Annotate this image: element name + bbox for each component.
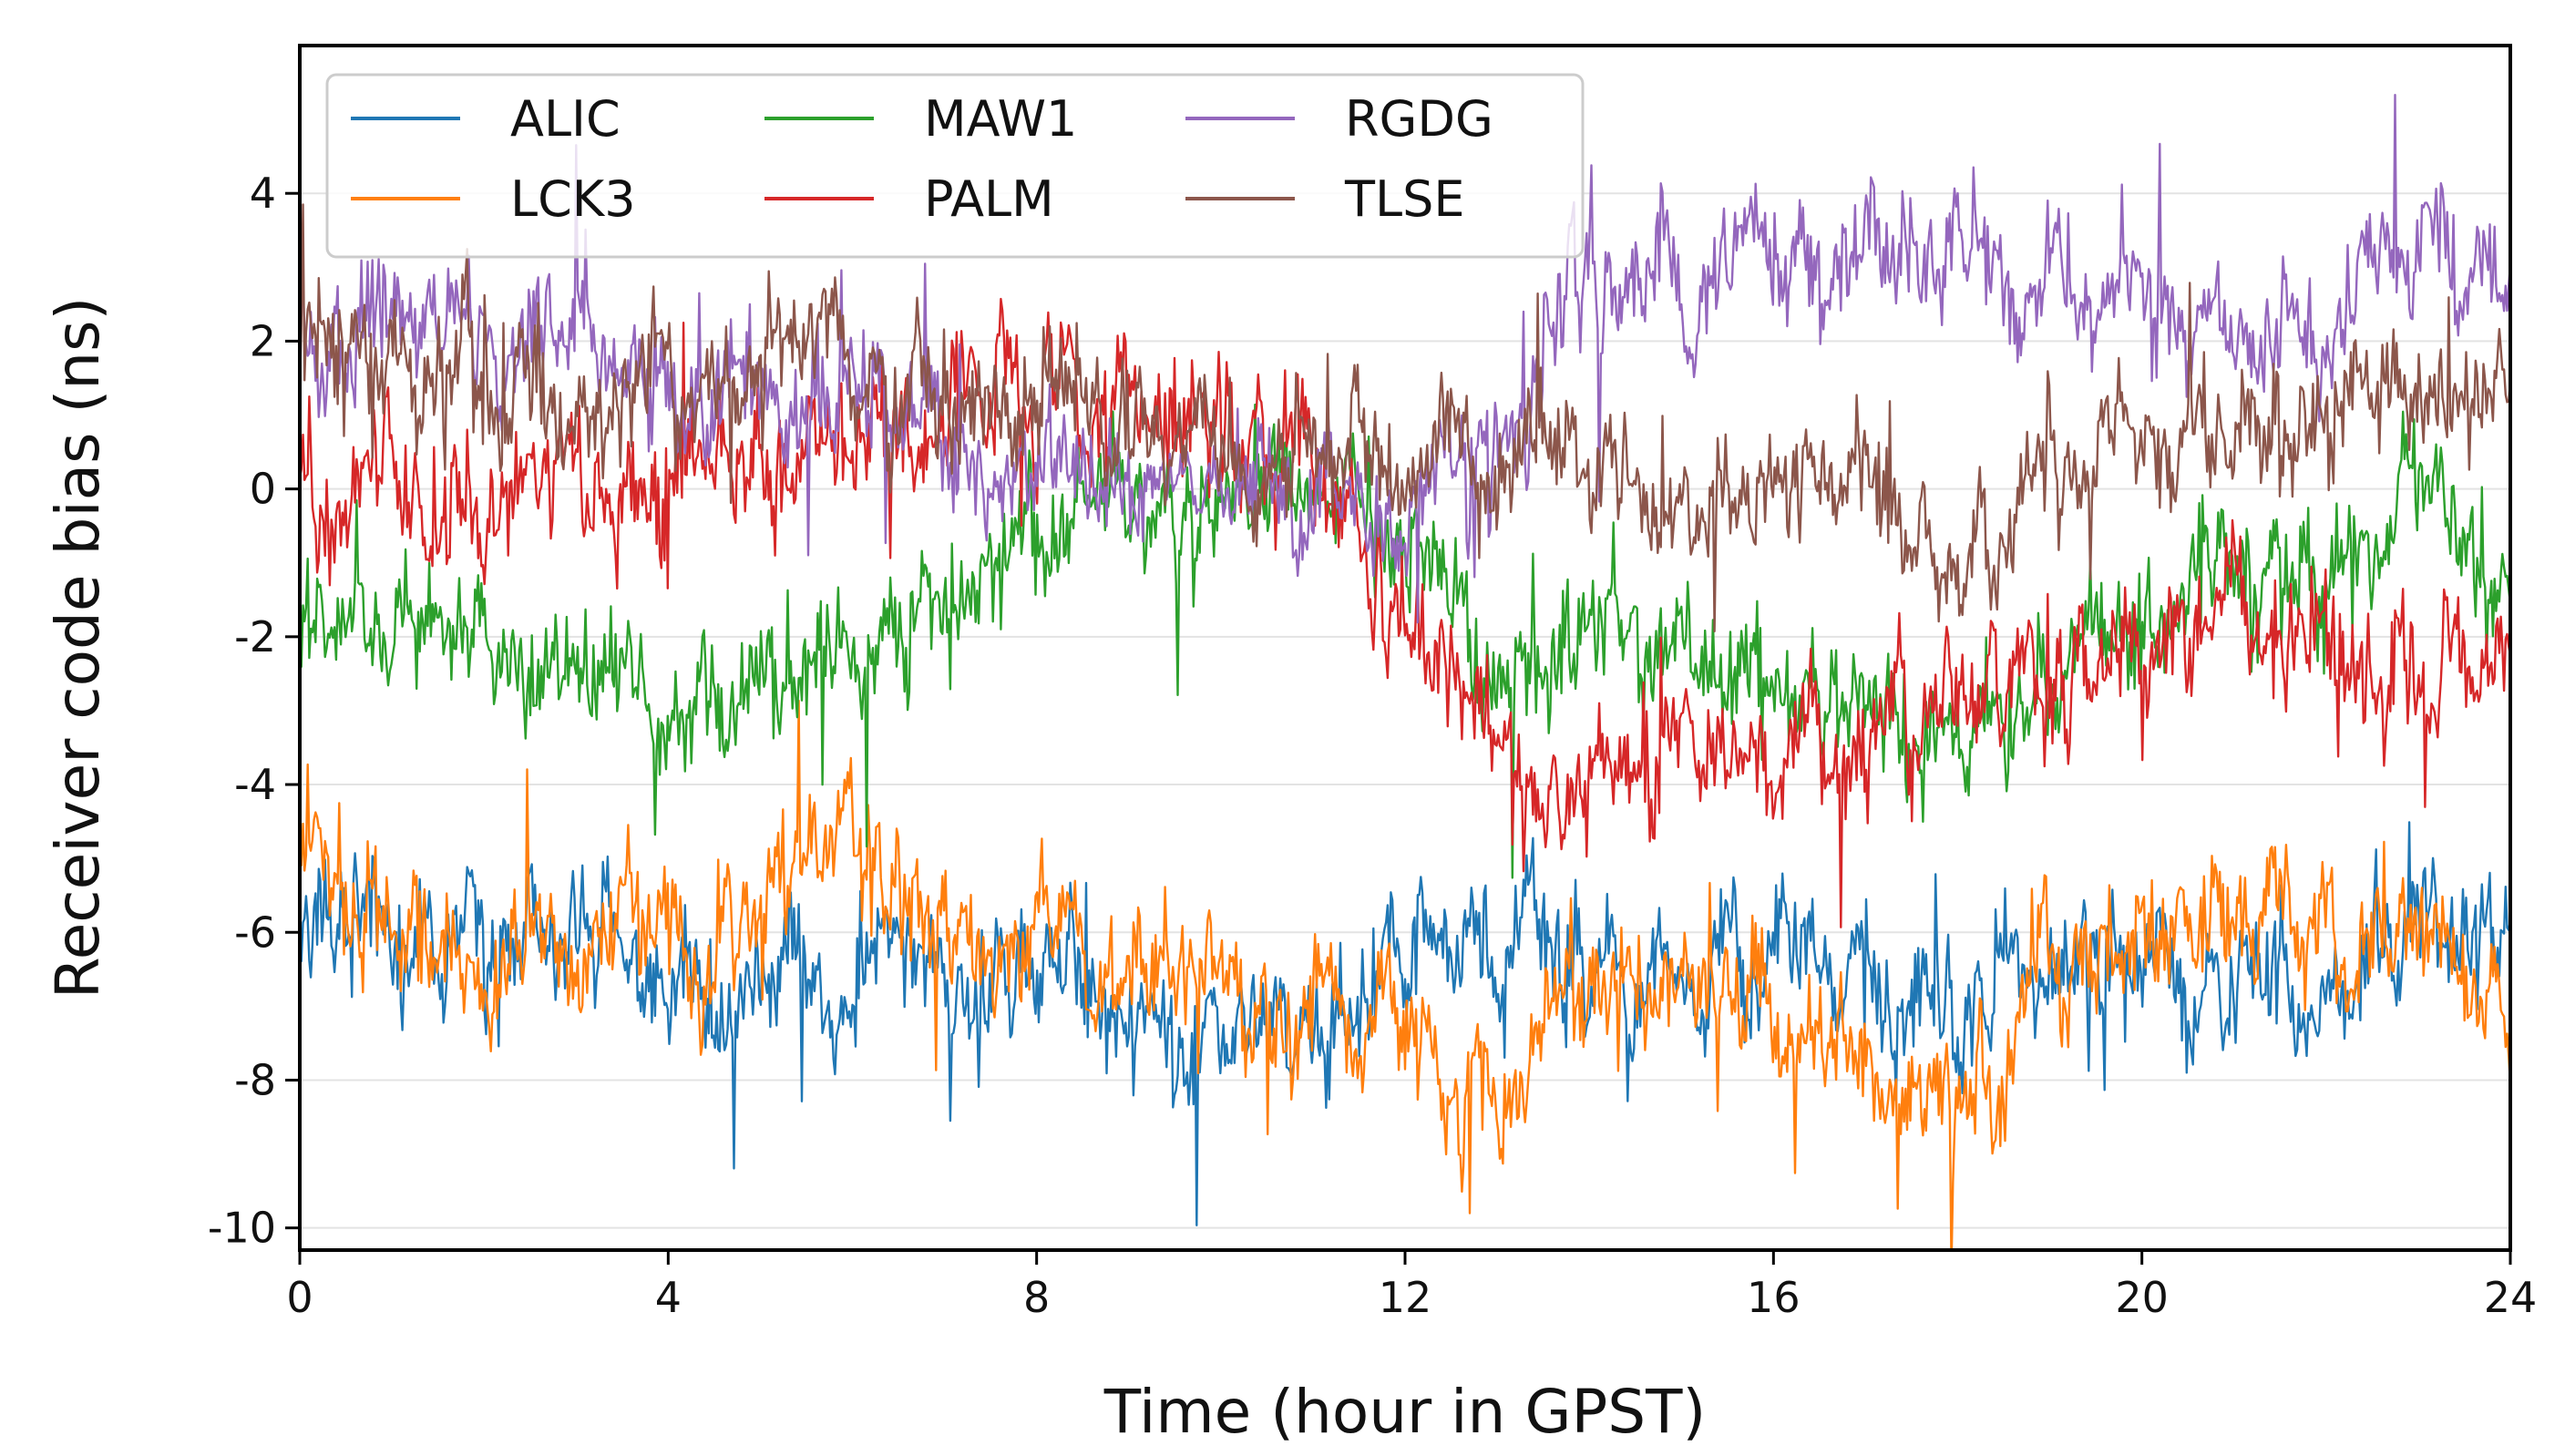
x-tick-label: 4: [655, 1273, 682, 1322]
series-layer: [300, 93, 2510, 1250]
legend-label-lck3: LCK3: [510, 170, 636, 228]
series-line-rgdg: [300, 93, 2510, 624]
legend-label-rgdg: RGDG: [1345, 90, 1493, 148]
y-tick-label: 4: [250, 169, 276, 218]
y-tick-label: -10: [208, 1204, 276, 1253]
x-tick-label: 20: [2115, 1273, 2169, 1322]
x-tick-label: 8: [1023, 1273, 1050, 1322]
x-axis: 0 4 8 12 16 20 24: [286, 1250, 2537, 1322]
y-tick-label: -6: [234, 907, 276, 957]
series-line-palm: [300, 297, 2510, 928]
legend-label-palm: PALM: [924, 170, 1054, 228]
legend-label-maw1: MAW1: [924, 90, 1077, 148]
legend-label-alic: ALIC: [510, 90, 621, 148]
y-tick-label: -2: [234, 612, 276, 661]
legend: ALIC LCK3 MAW1 PALM RGDG TLSE: [325, 73, 1585, 259]
x-axis-title: Time (hour in GPST): [1103, 1377, 1706, 1447]
y-tick-label: 2: [250, 316, 276, 365]
y-tick-label: -4: [234, 760, 276, 809]
x-tick-label: 12: [1379, 1273, 1432, 1322]
series-line-lck3: [300, 699, 2510, 1250]
x-tick-label: 0: [286, 1273, 313, 1322]
series-line-tlse: [300, 203, 2510, 633]
y-tick-label: -8: [234, 1055, 276, 1104]
y-tick-label: 0: [250, 465, 276, 514]
series-line-alic: [300, 821, 2510, 1227]
y-axis: -10 -8 -6 -4 -2 0 2 4: [208, 169, 300, 1253]
y-axis-title: Receiver code bias (ns): [43, 297, 113, 999]
legend-label-tlse: TLSE: [1344, 170, 1464, 228]
x-tick-label: 24: [2484, 1273, 2538, 1322]
x-tick-label: 16: [1747, 1273, 1801, 1322]
